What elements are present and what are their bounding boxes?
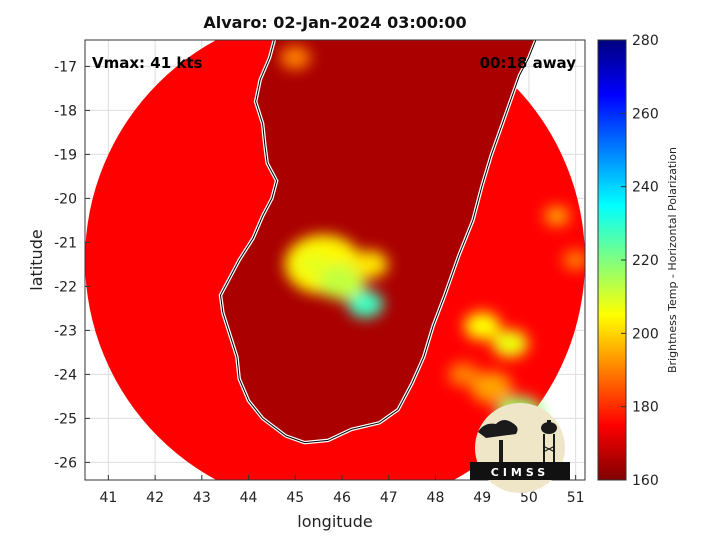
y-tick-label: -22 xyxy=(54,279,77,295)
time-away-annotation: 00:18 away xyxy=(480,54,577,72)
x-tick-label: 43 xyxy=(193,490,211,506)
y-tick-label: -20 xyxy=(54,191,77,207)
x-tick-label: 41 xyxy=(99,490,117,506)
y-tick-label: -26 xyxy=(54,455,77,471)
colorbar-tick-label: 280 xyxy=(632,33,659,49)
colorbar-tick-label: 180 xyxy=(632,400,659,416)
y-tick-label: -19 xyxy=(54,147,77,163)
cimss-logo: CIMSS xyxy=(470,403,570,493)
chart-title: Alvaro: 02-Jan-2024 03:00:00 xyxy=(203,13,466,32)
tb-feature xyxy=(448,362,479,387)
colorbar-ticks: 280 260 240 220 200 180 160 xyxy=(621,33,659,489)
x-tick-label: 44 xyxy=(240,490,258,506)
y-tick-label: -21 xyxy=(54,235,77,251)
coastline-inner xyxy=(219,40,537,444)
x-tick-label: 49 xyxy=(473,490,491,506)
vmax-annotation: Vmax: 41 kts xyxy=(92,54,202,72)
y-tick-label: -17 xyxy=(54,59,77,75)
tb-feature xyxy=(352,250,389,279)
x-axis-ticks: 41 42 43 44 45 46 47 48 49 50 51 xyxy=(99,475,585,506)
logo-text: CIMSS xyxy=(491,466,549,479)
x-tick-label: 45 xyxy=(286,490,304,506)
tb-feature xyxy=(470,371,513,404)
y-tick-label: -18 xyxy=(54,103,77,119)
colorbar-tick-label: 240 xyxy=(632,180,659,196)
y-tick-label: -23 xyxy=(54,323,77,339)
land-mass xyxy=(220,40,536,443)
colorbar-label: Brightness Temp - Horizontal Polarizatio… xyxy=(666,147,679,373)
plot-frame xyxy=(84,39,586,481)
tb-feature xyxy=(298,252,330,277)
tb-feature xyxy=(492,329,529,358)
y-axis-ticks: -17 -18 -19 -20 -21 -22 -23 -24 -25 -26 xyxy=(54,59,90,471)
x-tick-label: 46 xyxy=(333,490,351,506)
x-tick-label: 51 xyxy=(567,490,585,506)
y-axis-label: latitude xyxy=(27,229,46,290)
colorbar-tick-label: 220 xyxy=(632,253,659,269)
y-tick-label: -24 xyxy=(54,367,77,383)
colorbar-tick-label: 160 xyxy=(632,473,659,489)
x-tick-label: 50 xyxy=(520,490,538,506)
x-tick-label: 48 xyxy=(427,490,445,506)
tb-feature xyxy=(464,312,501,340)
x-tick-label: 47 xyxy=(380,490,398,506)
colorbar-tick-label: 200 xyxy=(632,326,659,342)
x-axis-label: longitude xyxy=(297,512,372,531)
tb-feature xyxy=(347,290,384,318)
tb-feature xyxy=(544,206,570,226)
colorbar-tick-label: 260 xyxy=(632,106,659,122)
tb-feature xyxy=(279,45,311,70)
tb-feature xyxy=(562,250,585,270)
x-tick-label: 42 xyxy=(146,490,164,506)
tb-feature xyxy=(318,264,366,300)
y-tick-label: -25 xyxy=(54,411,77,427)
